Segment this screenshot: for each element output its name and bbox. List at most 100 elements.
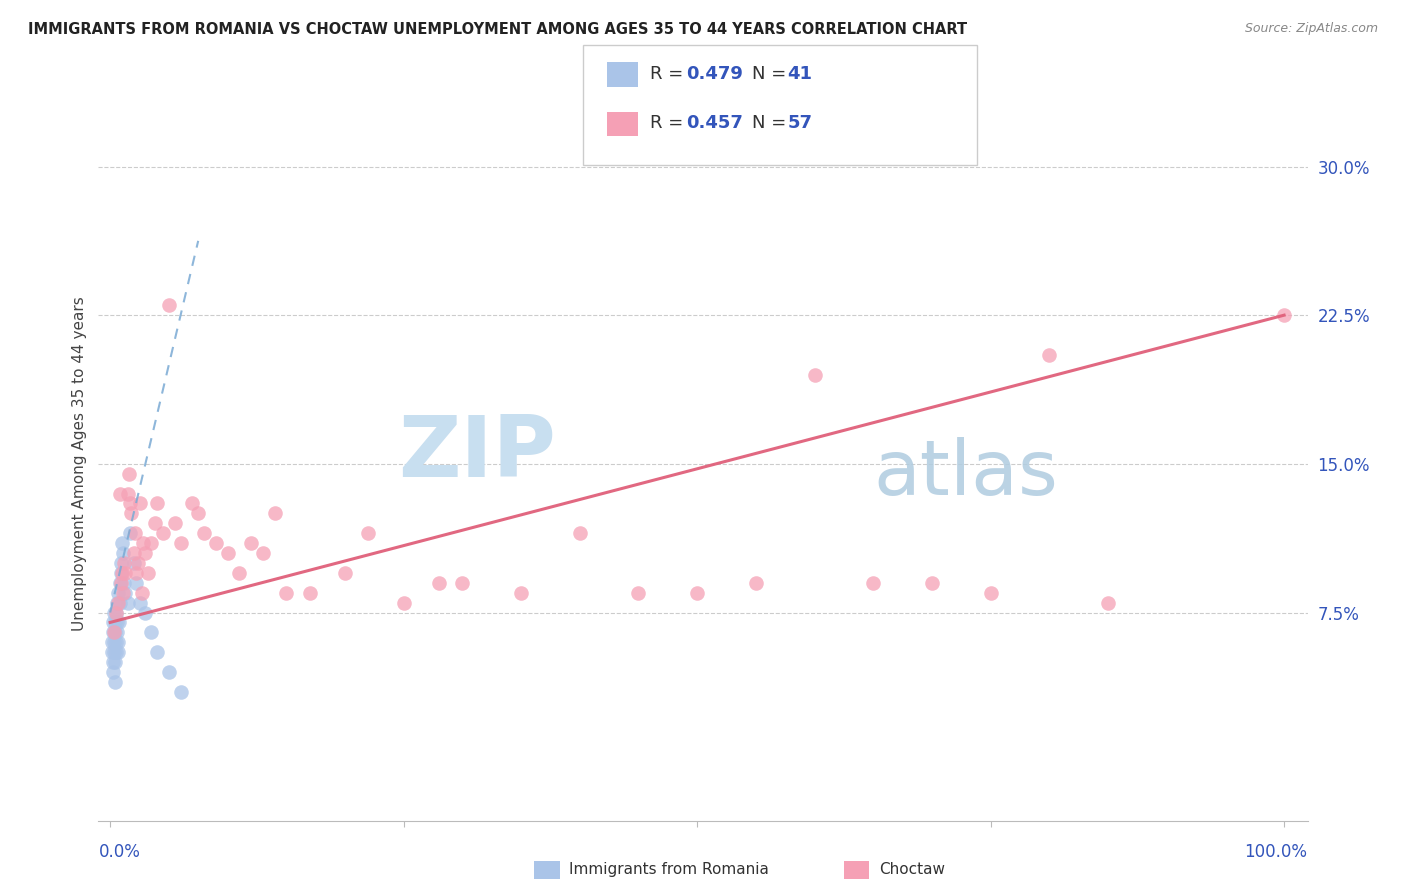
Point — [125, 566, 148, 580]
Point — [112, 546, 135, 560]
Point — [103, 625, 125, 640]
Point — [118, 467, 141, 481]
Text: 57: 57 — [787, 114, 813, 132]
Point — [108, 575, 131, 590]
Point — [105, 645, 128, 659]
Point — [263, 507, 285, 521]
Text: IMMIGRANTS FROM ROMANIA VS CHOCTAW UNEMPLOYMENT AMONG AGES 35 TO 44 YEARS CORREL: IMMIGRANTS FROM ROMANIA VS CHOCTAW UNEMP… — [28, 22, 967, 37]
Point — [108, 615, 131, 630]
Point — [141, 536, 163, 550]
Point — [333, 566, 356, 580]
Point — [114, 566, 136, 580]
Point — [146, 496, 169, 510]
Point — [187, 507, 209, 521]
Point — [141, 625, 163, 640]
Point — [101, 665, 124, 679]
Point — [105, 606, 128, 620]
Point — [101, 635, 124, 649]
Point — [193, 526, 215, 541]
Point — [217, 546, 239, 560]
Point — [103, 625, 125, 640]
Point — [112, 556, 135, 570]
Point — [101, 645, 124, 659]
Text: Source: ZipAtlas.com: Source: ZipAtlas.com — [1244, 22, 1378, 36]
Point — [627, 585, 650, 599]
Point — [568, 526, 591, 541]
Text: Choctaw: Choctaw — [879, 863, 945, 877]
Point — [107, 645, 129, 659]
Point — [107, 585, 129, 599]
Point — [107, 615, 129, 630]
Point — [105, 606, 128, 620]
Text: ZIP: ZIP — [398, 412, 557, 495]
Point — [132, 536, 155, 550]
Point — [103, 645, 125, 659]
Point — [157, 665, 180, 679]
Text: 0.0%: 0.0% — [98, 843, 141, 861]
Point — [128, 496, 150, 510]
Point — [120, 507, 142, 521]
Point — [103, 606, 125, 620]
Point — [131, 585, 153, 599]
Point — [146, 645, 169, 659]
Point — [204, 536, 226, 550]
Point — [510, 585, 533, 599]
Text: Immigrants from Romania: Immigrants from Romania — [569, 863, 769, 877]
Point — [803, 368, 825, 382]
Point — [112, 585, 135, 599]
Point — [111, 566, 134, 580]
Text: N =: N = — [752, 114, 792, 132]
Point — [114, 585, 136, 599]
Point — [120, 496, 142, 510]
Point — [111, 536, 134, 550]
Point — [107, 635, 129, 649]
Point — [127, 556, 149, 570]
Point — [110, 575, 132, 590]
Point — [104, 635, 127, 649]
Point — [108, 486, 131, 500]
Point — [143, 516, 166, 531]
Point — [134, 546, 156, 560]
Point — [134, 606, 156, 620]
Point — [107, 596, 129, 610]
Point — [104, 655, 127, 669]
Text: 0.479: 0.479 — [686, 65, 742, 83]
Point — [686, 585, 709, 599]
Point — [105, 625, 128, 640]
Point — [105, 596, 128, 610]
Point — [125, 575, 148, 590]
Point — [104, 674, 127, 689]
Point — [101, 615, 124, 630]
Point — [921, 575, 943, 590]
Point — [163, 516, 186, 531]
Point — [1272, 308, 1295, 322]
Point — [427, 575, 450, 590]
Point — [103, 635, 125, 649]
Point — [451, 575, 474, 590]
Point — [240, 536, 263, 550]
Point — [252, 546, 274, 560]
Point — [228, 566, 250, 580]
Point — [157, 298, 180, 312]
Point — [122, 556, 145, 570]
Text: R =: R = — [650, 65, 689, 83]
Point — [117, 486, 139, 500]
Text: N =: N = — [752, 65, 792, 83]
Point — [181, 496, 204, 510]
Text: 0.457: 0.457 — [686, 114, 742, 132]
Text: 100.0%: 100.0% — [1244, 843, 1308, 861]
Point — [980, 585, 1002, 599]
Point — [357, 526, 380, 541]
Point — [104, 625, 127, 640]
Point — [110, 566, 132, 580]
Point — [124, 526, 146, 541]
Point — [298, 585, 321, 599]
Y-axis label: Unemployment Among Ages 35 to 44 years: Unemployment Among Ages 35 to 44 years — [72, 296, 87, 632]
Point — [104, 615, 127, 630]
Point — [101, 655, 124, 669]
Text: 41: 41 — [787, 65, 813, 83]
Point — [112, 575, 135, 590]
Point — [136, 566, 159, 580]
Point — [169, 685, 191, 699]
Point — [1097, 596, 1119, 610]
